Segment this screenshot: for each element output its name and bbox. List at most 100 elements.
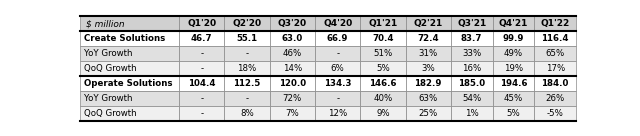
Bar <box>493 31 534 46</box>
Text: 17%: 17% <box>545 64 564 73</box>
Text: Q4'20: Q4'20 <box>323 19 352 28</box>
Text: 116.4: 116.4 <box>541 34 569 43</box>
Text: 72.4: 72.4 <box>417 34 439 43</box>
Text: 63%: 63% <box>419 94 438 103</box>
Text: YoY Growth: YoY Growth <box>84 94 132 103</box>
Text: -: - <box>200 109 204 118</box>
Bar <box>451 46 493 61</box>
Text: 112.5: 112.5 <box>234 79 260 88</box>
Text: -: - <box>246 94 249 103</box>
Text: QoQ Growth: QoQ Growth <box>84 64 136 73</box>
Bar <box>315 16 360 31</box>
Bar <box>360 61 406 76</box>
Text: 49%: 49% <box>504 49 523 58</box>
Bar <box>360 16 406 31</box>
Bar <box>406 31 451 46</box>
Bar <box>269 46 315 61</box>
Bar <box>360 106 406 121</box>
Bar <box>406 46 451 61</box>
Bar <box>315 91 360 106</box>
Text: 16%: 16% <box>462 64 481 73</box>
Bar <box>179 61 225 76</box>
Bar <box>179 106 225 121</box>
Text: $ million: $ million <box>86 19 125 28</box>
Text: QoQ Growth: QoQ Growth <box>84 109 136 118</box>
Bar <box>225 46 269 61</box>
Bar <box>179 16 225 31</box>
Text: 31%: 31% <box>419 49 438 58</box>
Text: Create Solutions: Create Solutions <box>84 34 165 43</box>
Text: 54%: 54% <box>462 94 481 103</box>
Bar <box>451 106 493 121</box>
Text: Q3'21: Q3'21 <box>457 19 486 28</box>
Text: 7%: 7% <box>285 109 300 118</box>
Bar <box>269 16 315 31</box>
Text: Q3'20: Q3'20 <box>278 19 307 28</box>
Text: 72%: 72% <box>283 94 302 103</box>
Bar <box>269 31 315 46</box>
Text: 26%: 26% <box>545 94 564 103</box>
Bar <box>179 76 225 91</box>
Text: 25%: 25% <box>419 109 438 118</box>
Text: 134.3: 134.3 <box>324 79 351 88</box>
Bar <box>451 16 493 31</box>
Text: 6%: 6% <box>331 64 344 73</box>
Text: 9%: 9% <box>376 109 390 118</box>
Text: 33%: 33% <box>462 49 481 58</box>
Bar <box>451 91 493 106</box>
Text: 194.6: 194.6 <box>500 79 527 88</box>
Text: 14%: 14% <box>283 64 302 73</box>
Bar <box>406 76 451 91</box>
Bar <box>225 31 269 46</box>
Text: 63.0: 63.0 <box>282 34 303 43</box>
Bar <box>315 76 360 91</box>
Bar <box>493 76 534 91</box>
Bar <box>315 46 360 61</box>
Bar <box>534 31 576 46</box>
Bar <box>225 91 269 106</box>
Text: 182.9: 182.9 <box>415 79 442 88</box>
Text: 5%: 5% <box>376 64 390 73</box>
Text: 55.1: 55.1 <box>237 34 258 43</box>
Bar <box>225 76 269 91</box>
Bar <box>534 76 576 91</box>
Text: 65%: 65% <box>545 49 564 58</box>
Bar <box>451 76 493 91</box>
Bar <box>534 46 576 61</box>
Text: -: - <box>336 49 339 58</box>
Text: 51%: 51% <box>373 49 392 58</box>
Text: 146.6: 146.6 <box>369 79 397 88</box>
Text: Q1'21: Q1'21 <box>368 19 397 28</box>
Bar <box>360 91 406 106</box>
Bar <box>406 91 451 106</box>
Text: Q1'22: Q1'22 <box>541 19 570 28</box>
Bar <box>534 16 576 31</box>
Bar <box>269 61 315 76</box>
Bar <box>534 106 576 121</box>
Bar <box>360 76 406 91</box>
Text: Q2'20: Q2'20 <box>232 19 262 28</box>
Text: 99.9: 99.9 <box>503 34 524 43</box>
Text: 8%: 8% <box>240 109 254 118</box>
Bar <box>493 46 534 61</box>
Bar <box>451 61 493 76</box>
Text: 3%: 3% <box>421 64 435 73</box>
Bar <box>406 16 451 31</box>
Bar <box>534 61 576 76</box>
Text: 83.7: 83.7 <box>461 34 483 43</box>
Text: Q2'21: Q2'21 <box>413 19 443 28</box>
Bar <box>315 31 360 46</box>
Bar <box>534 91 576 106</box>
Bar <box>315 106 360 121</box>
Text: 18%: 18% <box>237 64 257 73</box>
Bar <box>360 46 406 61</box>
Text: 184.0: 184.0 <box>541 79 569 88</box>
Bar <box>179 31 225 46</box>
Text: 66.9: 66.9 <box>327 34 348 43</box>
Text: 120.0: 120.0 <box>279 79 306 88</box>
Text: 70.4: 70.4 <box>372 34 394 43</box>
Text: -: - <box>246 49 249 58</box>
Text: 46%: 46% <box>283 49 302 58</box>
Bar <box>493 91 534 106</box>
Text: 12%: 12% <box>328 109 348 118</box>
